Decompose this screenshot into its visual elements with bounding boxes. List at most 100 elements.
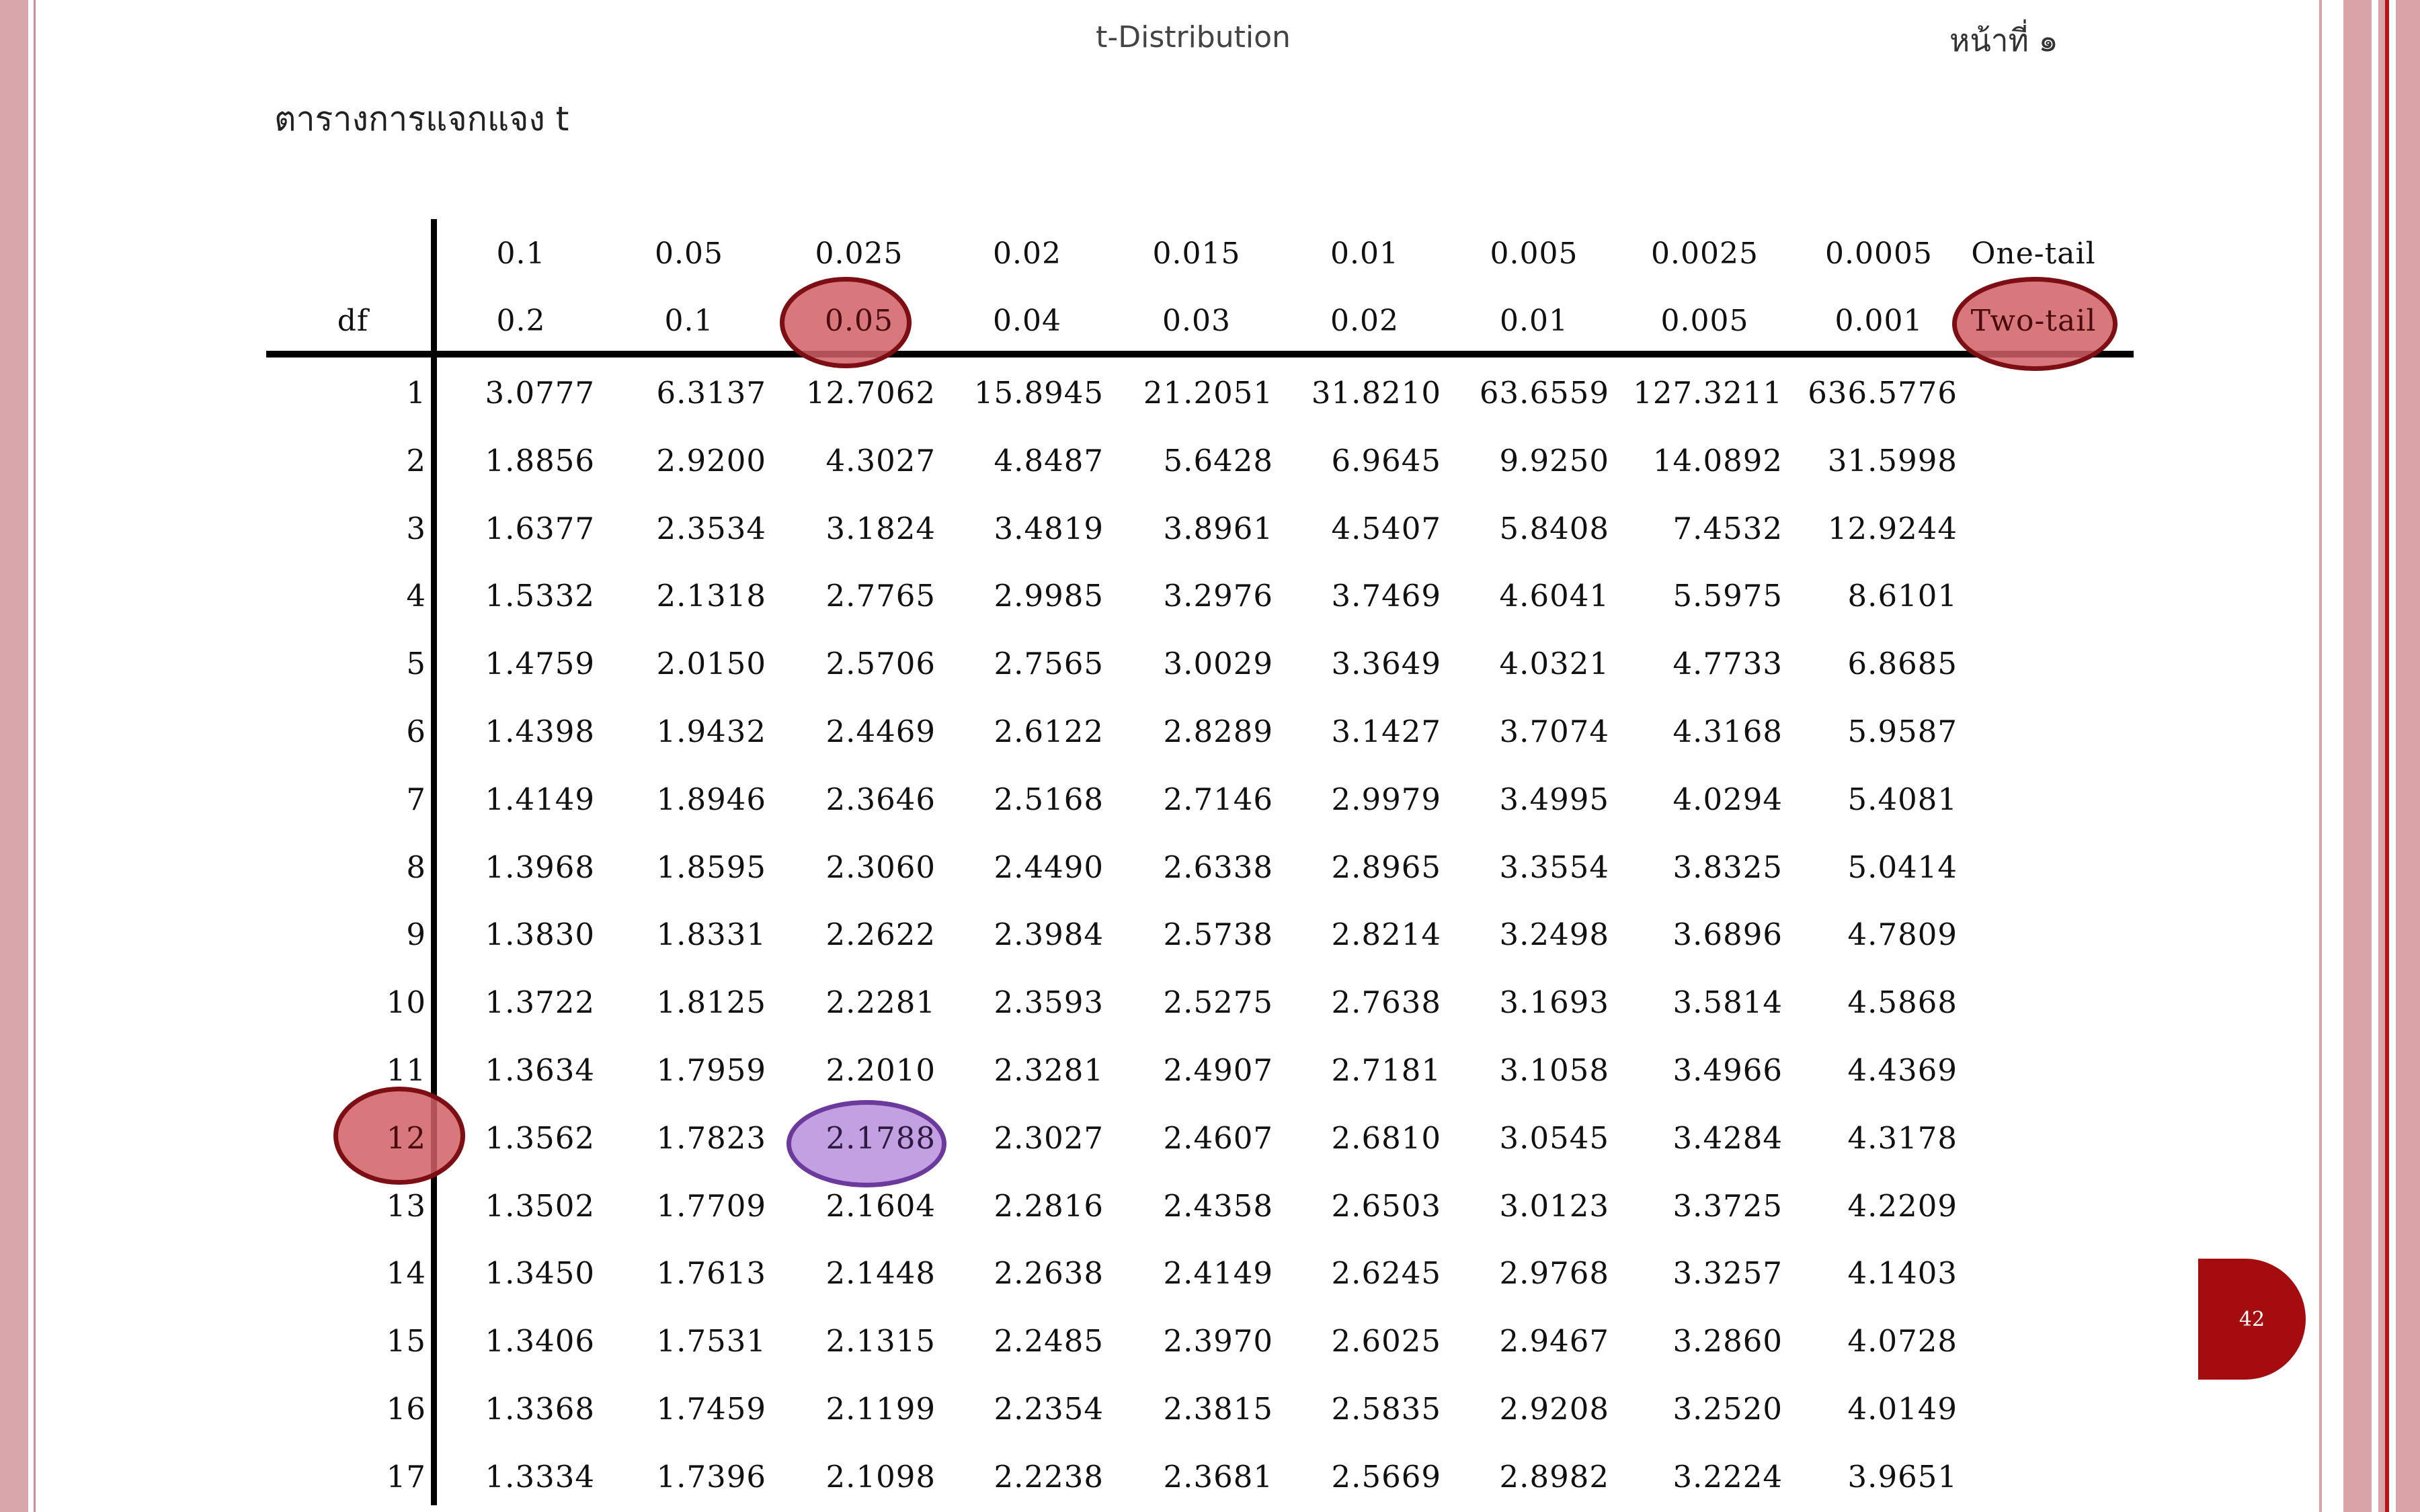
table-title: ตารางการแจกแจง t bbox=[274, 99, 569, 138]
critical-value: 1.8331 bbox=[656, 917, 766, 952]
critical-value: 12.7062 bbox=[805, 375, 936, 411]
critical-value: 5.8408 bbox=[1499, 511, 1609, 546]
critical-value: 4.5868 bbox=[1847, 984, 1958, 1020]
critical-value: 2.6503 bbox=[1331, 1188, 1441, 1224]
critical-value: 4.2209 bbox=[1847, 1188, 1958, 1224]
critical-value: 2.6025 bbox=[1331, 1323, 1441, 1359]
critical-value: 3.8961 bbox=[1163, 511, 1273, 546]
critical-value: 2.8289 bbox=[1163, 714, 1273, 749]
critical-value: 4.0728 bbox=[1847, 1323, 1958, 1359]
critical-value: 2.1448 bbox=[825, 1255, 936, 1291]
critical-value: 6.8685 bbox=[1847, 646, 1958, 681]
table-vertical-rule bbox=[431, 219, 437, 1505]
critical-value: 1.3502 bbox=[485, 1188, 595, 1224]
critical-value: 31.8210 bbox=[1311, 375, 1441, 411]
critical-value: 2.3815 bbox=[1163, 1391, 1273, 1427]
critical-value: 2.4907 bbox=[1163, 1052, 1273, 1088]
df-value: 11 bbox=[386, 1052, 426, 1088]
critical-value: 4.0294 bbox=[1672, 782, 1783, 817]
critical-value: 3.0029 bbox=[1163, 646, 1273, 681]
critical-value: 2.7565 bbox=[994, 646, 1104, 681]
critical-value: 2.4607 bbox=[1163, 1120, 1273, 1156]
critical-value: 2.2281 bbox=[825, 984, 936, 1020]
critical-value: 2.3593 bbox=[994, 984, 1104, 1020]
critical-value: 4.7733 bbox=[1672, 646, 1783, 681]
critical-value: 2.9208 bbox=[1499, 1391, 1609, 1427]
two-tail-label: Two-tail bbox=[1970, 304, 2097, 338]
critical-value: 1.7459 bbox=[656, 1391, 766, 1427]
critical-value: 2.9467 bbox=[1499, 1323, 1609, 1359]
two-tail-alpha: 0.1 bbox=[664, 304, 714, 338]
df-value: 15 bbox=[386, 1323, 426, 1359]
critical-value: 1.3634 bbox=[485, 1052, 595, 1088]
critical-value: 5.6428 bbox=[1163, 443, 1273, 478]
critical-value: 2.5738 bbox=[1163, 917, 1273, 952]
critical-value: 12.9244 bbox=[1827, 511, 1958, 546]
critical-value: 2.6122 bbox=[994, 714, 1104, 749]
critical-value: 15.8945 bbox=[973, 375, 1104, 411]
critical-value: 2.3984 bbox=[994, 917, 1104, 952]
critical-value: 2.2622 bbox=[825, 917, 936, 952]
right-border-line bbox=[2319, 0, 2322, 1512]
critical-value: 2.8982 bbox=[1499, 1459, 1609, 1495]
critical-value: 3.8325 bbox=[1672, 849, 1783, 885]
critical-value: 1.7709 bbox=[656, 1188, 766, 1224]
critical-value: 2.3534 bbox=[656, 511, 766, 546]
one-tail-alpha: 0.005 bbox=[1490, 237, 1578, 271]
critical-value: 9.9250 bbox=[1499, 443, 1609, 478]
critical-value: 2.1098 bbox=[825, 1459, 936, 1495]
critical-value: 4.7809 bbox=[1847, 917, 1958, 952]
critical-value: 1.7531 bbox=[656, 1323, 766, 1359]
critical-value: 4.3178 bbox=[1847, 1120, 1958, 1156]
critical-value: 2.1318 bbox=[656, 578, 766, 614]
one-tail-alpha: 0.015 bbox=[1152, 237, 1241, 271]
critical-value: 2.2485 bbox=[994, 1323, 1104, 1359]
critical-value: 1.8125 bbox=[656, 984, 766, 1020]
critical-value: 14.0892 bbox=[1652, 443, 1783, 478]
critical-value: 3.0545 bbox=[1499, 1120, 1609, 1156]
left-border-gap bbox=[28, 0, 34, 1512]
critical-value: 2.4469 bbox=[825, 714, 936, 749]
critical-value: 1.4759 bbox=[485, 646, 595, 681]
critical-value: 5.9587 bbox=[1847, 714, 1958, 749]
critical-value: 2.4358 bbox=[1163, 1188, 1273, 1224]
critical-value: 2.5168 bbox=[994, 782, 1104, 817]
critical-value: 3.3257 bbox=[1672, 1255, 1783, 1291]
critical-value: 5.5975 bbox=[1672, 578, 1783, 614]
df-value: 1 bbox=[406, 375, 426, 411]
critical-value: 1.5332 bbox=[485, 578, 595, 614]
one-tail-alpha: 0.025 bbox=[815, 237, 903, 271]
critical-value: 3.2520 bbox=[1672, 1391, 1783, 1427]
df-label: df bbox=[337, 304, 369, 338]
df-value: 3 bbox=[406, 511, 426, 546]
critical-value: 3.3649 bbox=[1331, 646, 1441, 681]
critical-value: 2.7638 bbox=[1331, 984, 1441, 1020]
critical-value: 2.7765 bbox=[825, 578, 936, 614]
critical-value: 2.8214 bbox=[1331, 917, 1441, 952]
critical-value: 2.6338 bbox=[1163, 849, 1273, 885]
critical-value: 2.1199 bbox=[825, 1391, 936, 1427]
two-tail-alpha: 0.001 bbox=[1834, 304, 1923, 338]
critical-value: 3.2224 bbox=[1672, 1459, 1783, 1495]
critical-value: 2.5706 bbox=[825, 646, 936, 681]
critical-value: 3.2498 bbox=[1499, 917, 1609, 952]
df-value: 16 bbox=[386, 1391, 426, 1427]
critical-value: 3.1427 bbox=[1331, 714, 1441, 749]
critical-value: 1.9432 bbox=[656, 714, 766, 749]
critical-value: 2.9200 bbox=[656, 443, 766, 478]
critical-value: 2.5669 bbox=[1331, 1459, 1441, 1495]
critical-value: 3.7074 bbox=[1499, 714, 1609, 749]
critical-value: 5.4081 bbox=[1847, 782, 1958, 817]
left-border-bar bbox=[0, 0, 28, 1512]
critical-value: 2.1604 bbox=[825, 1188, 936, 1224]
critical-value: 1.3406 bbox=[485, 1323, 595, 1359]
df-value: 2 bbox=[406, 443, 426, 478]
two-tail-alpha: 0.03 bbox=[1162, 304, 1231, 338]
df-value: 4 bbox=[406, 578, 426, 614]
one-tail-alpha: 0.0005 bbox=[1825, 237, 1933, 271]
right-border-red-line bbox=[2385, 0, 2389, 1512]
critical-value: 21.2051 bbox=[1143, 375, 1273, 411]
critical-value: 2.3027 bbox=[994, 1120, 1104, 1156]
critical-value: 2.1788 bbox=[825, 1120, 936, 1156]
critical-value: 4.8487 bbox=[994, 443, 1104, 478]
